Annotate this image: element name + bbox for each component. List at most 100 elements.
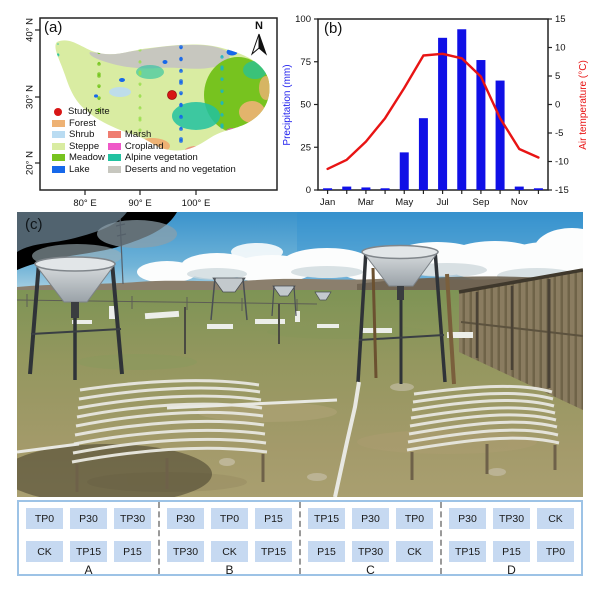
treatment-cell-p15: P15 — [308, 541, 345, 562]
legend-column-2: Marsh Cropland Alpine vegetation Deserts… — [107, 118, 236, 176]
precipitation-bar — [457, 29, 467, 191]
treatment-cell-p30: P30 — [70, 508, 107, 529]
treatment-cell-tp15: TP15 — [255, 541, 292, 562]
treatment-cell-ck: CK — [396, 541, 433, 562]
treatment-row: TP30 CK TP15 — [160, 541, 299, 562]
site-photo-illustration — [2, 212, 600, 504]
legend-study-site: Study site — [52, 106, 236, 118]
slatted-frame-right — [406, 384, 560, 480]
map-ytick-40n: 40° N — [24, 18, 36, 42]
x-tick-label: Sep — [472, 197, 489, 208]
treatment-cell-tp30: TP30 — [493, 508, 530, 529]
right-tick-label: -15 — [555, 185, 569, 196]
right-tick-label: -5 — [555, 128, 563, 139]
map-ytick-30n: 30° N — [24, 85, 36, 109]
marsh-swatch — [107, 131, 121, 139]
precipitation-bar — [323, 188, 333, 190]
right-tick-label: 5 — [555, 71, 560, 82]
x-tick-label: Jul — [437, 197, 449, 208]
dark-cloud — [17, 212, 177, 270]
meadow-swatch — [52, 154, 65, 162]
treatment-cell-tp0: TP0 — [537, 541, 574, 562]
block-label: C — [366, 563, 375, 577]
panel-a-map: (a) N 40° N 30° N 20° N 80° E 90° E 100°… — [0, 0, 300, 215]
forest-swatch — [52, 119, 65, 127]
left-tick-label: 50 — [300, 100, 311, 111]
left-tick-label: 100 — [295, 14, 311, 25]
legend-column-1: Forest Shrub Steppe Meadow Lake — [52, 118, 105, 176]
map-xtick-80e: 80° E — [73, 198, 97, 209]
x-tick-label: May — [395, 197, 413, 208]
cropland-swatch — [107, 142, 121, 150]
precipitation-bar — [495, 80, 505, 190]
precipitation-bar — [361, 187, 371, 190]
left-tick-label: 25 — [300, 142, 311, 153]
legend-label: Marsh — [124, 129, 152, 140]
map-legend: Study site Forest Shrub Steppe Meadow La… — [52, 106, 236, 175]
foreground-shadow — [2, 444, 212, 504]
panel-c-label: (c) — [25, 216, 43, 233]
precipitation-bar — [514, 186, 524, 190]
precipitation-bar — [380, 188, 390, 190]
legend-label: Study site — [68, 106, 110, 117]
rain-funnels-distant — [210, 277, 332, 321]
legend-label: Lake — [69, 163, 90, 175]
north-arrow-icon — [250, 33, 268, 56]
white-pipes — [16, 381, 361, 498]
treatment-row: TP0 P30 TP30 — [19, 508, 158, 529]
map-ytick-20n: 20° N — [24, 151, 36, 175]
treatment-row: TP15 P15 TP0 — [442, 541, 581, 562]
north-label: N — [255, 20, 263, 32]
right-tick-label: 15 — [555, 14, 566, 25]
rain-funnel-left — [28, 256, 124, 380]
x-tick-label: Mar — [358, 197, 374, 208]
lake-swatch — [52, 165, 65, 173]
tibetan-plateau-shape — [55, 40, 270, 151]
treatment-cell-ck: CK — [26, 541, 63, 562]
block-C: TP15 P30 TP0 P15 TP30 CK C — [299, 502, 440, 577]
wooden-poles — [184, 267, 456, 385]
x-tick-label: Nov — [511, 197, 528, 208]
right-axis-title: Air temperature (°C) — [578, 60, 589, 150]
treatment-cell-p30: P30 — [167, 508, 204, 529]
precipitation-bar — [399, 152, 409, 190]
panel-c-site-photo: (c) — [2, 212, 600, 504]
block-label: A — [84, 563, 93, 577]
precipitation-bar — [418, 118, 428, 190]
left-tick-label: 75 — [300, 57, 311, 68]
left-tick-label: 0 — [306, 185, 311, 196]
panel-b-climate-chart: Jan Mar May Jul Sep Nov 0 25 50 75 100 -15 -10 -5 0 5 10… — [278, 0, 600, 215]
treatment-cell-tp0: TP0 — [211, 508, 248, 529]
map-axis-ticks — [35, 29, 197, 195]
alpine-swatch — [107, 154, 121, 162]
treatment-cell-p15: P15 — [255, 508, 292, 529]
right-tick-label: 10 — [555, 43, 566, 54]
right-tick-label: 0 — [555, 100, 560, 111]
treatment-cell-p30: P30 — [449, 508, 486, 529]
treatment-cell-tp0: TP0 — [26, 508, 63, 529]
treatment-cell-tp30: TP30 — [167, 541, 204, 562]
chart-frame — [317, 18, 549, 191]
picket-fence — [458, 268, 584, 410]
precipitation-bar — [438, 37, 448, 191]
treatment-cell-tp30: TP30 — [352, 541, 389, 562]
treatment-cell-ck: CK — [537, 508, 574, 529]
treatment-cell-tp15: TP15 — [308, 508, 345, 529]
legend-label: Alpine vegetation — [124, 152, 198, 163]
panel-a-label: (a) — [44, 19, 63, 36]
treatment-cell-tp15: TP15 — [70, 541, 107, 562]
precipitation-bar — [342, 186, 352, 190]
temperature-line — [326, 52, 540, 171]
left-axis-title: Precipitation (mm) — [282, 64, 293, 145]
precipitation-bar — [533, 188, 543, 190]
map-graphic — [35, 17, 278, 195]
legend-label: Shrub — [69, 129, 95, 140]
legend-label: Forest — [69, 117, 96, 129]
right-tick-label: -10 — [555, 157, 569, 168]
legend-label: Deserts and no vegetation — [124, 163, 236, 175]
treatment-row: TP15 P30 TP0 — [301, 508, 440, 529]
block-label: D — [507, 563, 516, 577]
precipitation-bar — [476, 60, 486, 190]
alpine-region — [172, 102, 220, 130]
